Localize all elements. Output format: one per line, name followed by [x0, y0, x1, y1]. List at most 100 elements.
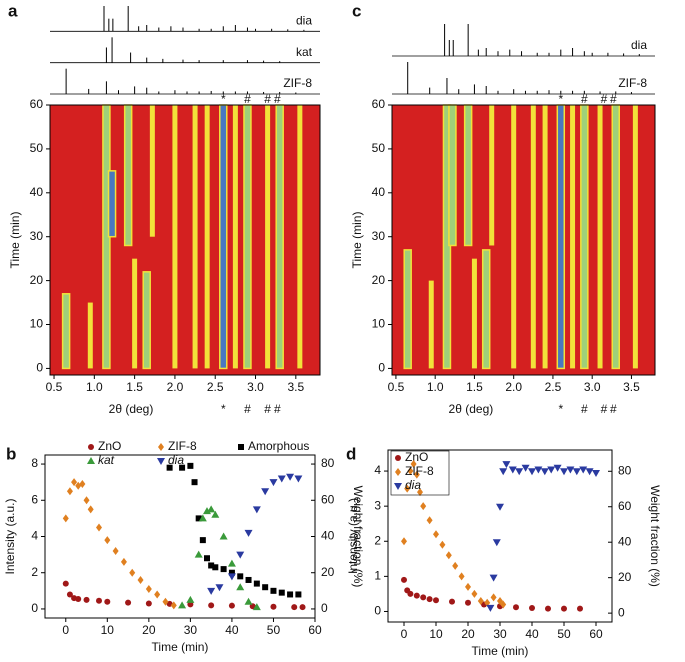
- data-point: [237, 573, 244, 580]
- data-point: [502, 461, 511, 469]
- legend-marker: [394, 483, 402, 490]
- data-point: [295, 591, 302, 598]
- data-point: [207, 587, 216, 595]
- plot-frame: [391, 104, 656, 376]
- data-point: [219, 532, 228, 540]
- heatmap-stripe: [489, 105, 495, 246]
- data-point: [236, 583, 245, 591]
- data-point: [277, 475, 286, 483]
- data-point: [471, 589, 478, 598]
- heatmap-stripe: [192, 105, 198, 369]
- data-point: [572, 468, 581, 476]
- data-point: [252, 506, 261, 514]
- marker-symbol: #: [581, 92, 588, 106]
- data-point: [439, 540, 446, 549]
- y-tick-label: 0: [31, 601, 38, 615]
- data-point: [269, 479, 278, 487]
- marker-symbol: #: [610, 402, 617, 416]
- legend-label: Amorphous: [248, 439, 309, 453]
- data-point: [579, 466, 588, 474]
- y-tick-label: 2: [374, 533, 381, 547]
- heatmap-stripe: [61, 293, 71, 370]
- legend-label: ZIF-8: [168, 439, 197, 453]
- heatmap-stripe: [123, 104, 133, 247]
- data-point: [560, 468, 568, 476]
- data-point: [534, 466, 543, 474]
- legend-label: ZnO: [405, 450, 428, 464]
- data-point: [270, 587, 277, 594]
- y-axis-label: Intensity (a.u.): [3, 498, 17, 574]
- data-point: [540, 468, 549, 476]
- y2-tick-label: 40: [618, 534, 632, 548]
- data-point: [191, 479, 198, 486]
- heatmap-stripe: [265, 105, 271, 369]
- heatmap-stripe: [204, 105, 210, 369]
- heatmap-stripe: [530, 105, 536, 369]
- y2-tick-label: 20: [618, 570, 632, 584]
- data-point: [528, 468, 536, 476]
- data-point: [413, 470, 420, 479]
- x-tick-label: 20: [461, 627, 475, 641]
- x-axis-label: Time (min): [152, 640, 209, 654]
- data-point: [87, 505, 94, 514]
- data-point: [291, 604, 298, 611]
- heatmap-stripe: [232, 105, 238, 369]
- data-point: [294, 475, 303, 483]
- data-point: [299, 604, 306, 611]
- data-point: [79, 479, 86, 488]
- data-point: [137, 575, 144, 584]
- data-point: [212, 564, 219, 571]
- heatmap-stripe: [580, 104, 589, 370]
- heatmap-stripe: [611, 104, 620, 370]
- heatmap-stripe: [471, 258, 477, 369]
- data-point: [96, 597, 102, 604]
- heatmap-stripe: [481, 249, 491, 370]
- heatmap-stripe: [243, 104, 252, 370]
- x-tick-label: 40: [525, 627, 539, 641]
- legend-marker: [88, 444, 94, 450]
- heatmap-background: [392, 105, 655, 375]
- heatmap-stripe: [597, 105, 603, 369]
- data-point: [465, 599, 471, 606]
- marker-symbol: #: [244, 92, 251, 106]
- data-point: [162, 597, 169, 606]
- data-point: [245, 576, 252, 583]
- x-tick-label: 1.0: [427, 380, 444, 394]
- data-point: [545, 605, 551, 612]
- data-point: [496, 503, 504, 511]
- data-point: [71, 478, 78, 487]
- heatmap-stripe: [275, 104, 284, 370]
- data-point: [187, 462, 194, 469]
- y-tick-label: 20: [372, 273, 386, 287]
- y-tick-label: 50: [30, 141, 44, 155]
- heatmap-stripe: [149, 105, 155, 237]
- pattern-label: ZIF-8: [283, 76, 312, 90]
- heatmap-stripe: [511, 105, 517, 369]
- x-tick-label: 30: [493, 627, 507, 641]
- data-point: [253, 580, 260, 587]
- x-tick-label: 2.5: [207, 380, 224, 394]
- x-tick-label: 30: [184, 623, 198, 637]
- x-tick-label: 3.0: [247, 380, 264, 394]
- legend-marker: [157, 458, 165, 465]
- y-tick-label: 40: [372, 185, 386, 199]
- y-tick-label: 20: [30, 273, 44, 287]
- data-point: [261, 488, 270, 496]
- data-point: [515, 468, 524, 476]
- x-tick-label: 1.5: [466, 380, 483, 394]
- data-point: [170, 601, 177, 610]
- data-point: [249, 603, 256, 610]
- data-point: [278, 589, 285, 596]
- y-tick-label: 40: [30, 185, 44, 199]
- x-tick-label: 3.5: [287, 380, 304, 394]
- x-tick-label: 20: [142, 623, 156, 637]
- data-point: [407, 467, 414, 476]
- x-tick-label: 2.0: [167, 380, 184, 394]
- data-point: [204, 555, 210, 562]
- y-tick-label: 0: [378, 361, 385, 375]
- x-axis-label: Time (min): [472, 644, 529, 658]
- y-tick-label: 1: [374, 569, 381, 583]
- marker-symbol: #: [581, 402, 588, 416]
- data-point: [166, 464, 173, 471]
- heatmap-stripe: [219, 104, 228, 370]
